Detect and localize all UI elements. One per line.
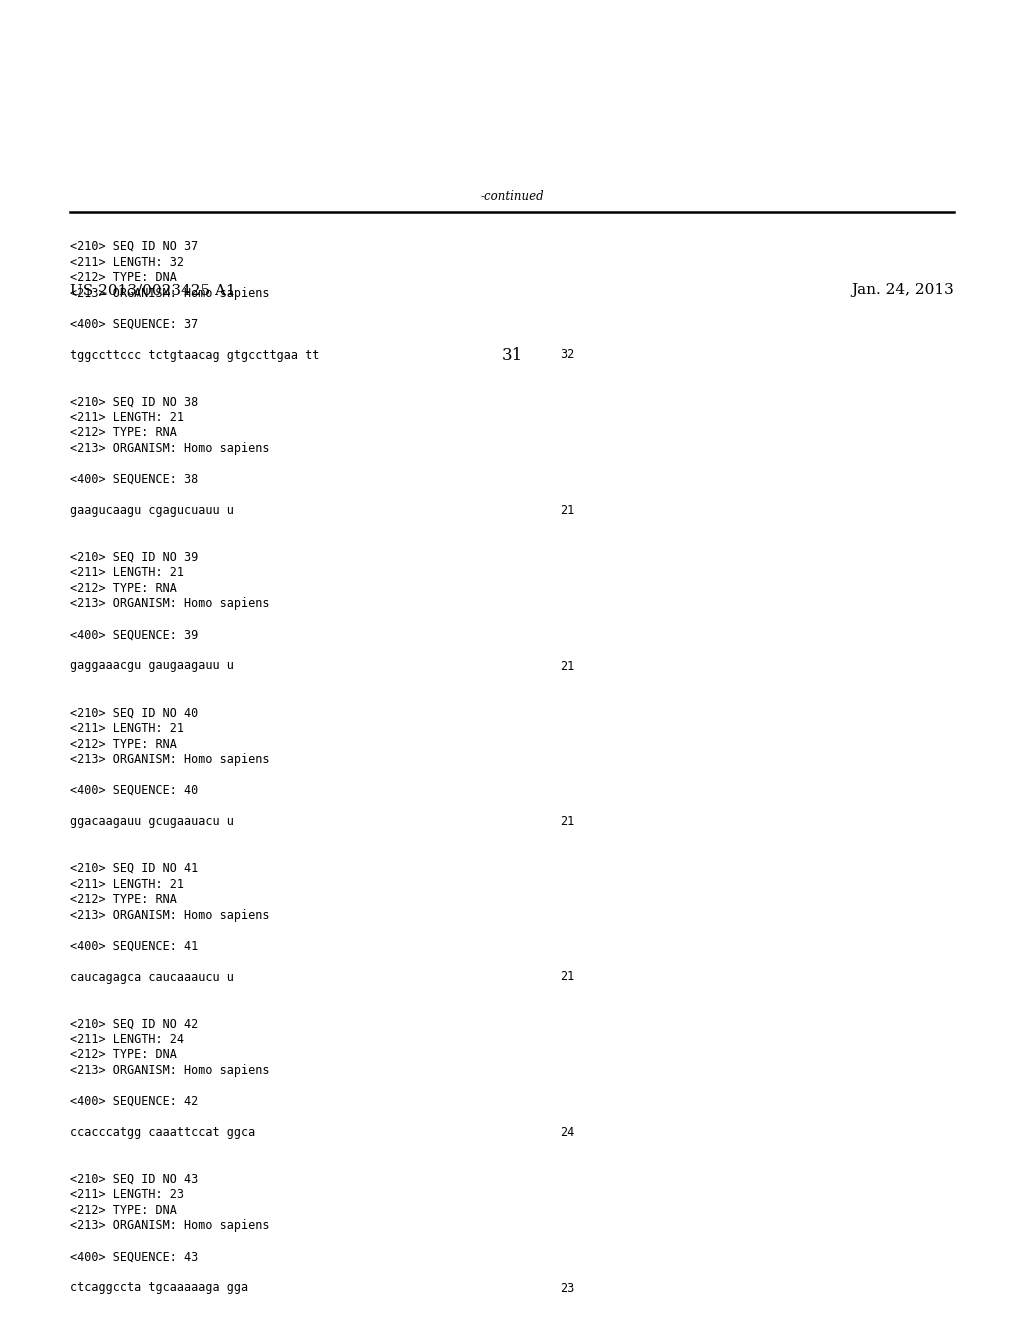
Text: <212> TYPE: RNA: <212> TYPE: RNA	[70, 894, 177, 906]
Text: <210> SEQ ID NO 42: <210> SEQ ID NO 42	[70, 1018, 199, 1031]
Text: 23: 23	[560, 1282, 574, 1295]
Text: <212> TYPE: RNA: <212> TYPE: RNA	[70, 582, 177, 595]
Text: Jan. 24, 2013: Jan. 24, 2013	[851, 282, 954, 297]
Text: <212> TYPE: DNA: <212> TYPE: DNA	[70, 1204, 177, 1217]
Text: <211> LENGTH: 23: <211> LENGTH: 23	[70, 1188, 184, 1201]
Text: <211> LENGTH: 21: <211> LENGTH: 21	[70, 878, 184, 891]
Text: <210> SEQ ID NO 43: <210> SEQ ID NO 43	[70, 1173, 199, 1185]
Text: <213> ORGANISM: Homo sapiens: <213> ORGANISM: Homo sapiens	[70, 598, 269, 610]
Text: 21: 21	[560, 660, 574, 672]
Text: ccacccatgg caaattccat ggca: ccacccatgg caaattccat ggca	[70, 1126, 255, 1139]
Text: <400> SEQUENCE: 40: <400> SEQUENCE: 40	[70, 784, 199, 797]
Text: <211> LENGTH: 21: <211> LENGTH: 21	[70, 566, 184, 579]
Text: <212> TYPE: DNA: <212> TYPE: DNA	[70, 1048, 177, 1061]
Text: -continued: -continued	[480, 190, 544, 203]
Text: <210> SEQ ID NO 37: <210> SEQ ID NO 37	[70, 240, 199, 253]
Text: <210> SEQ ID NO 39: <210> SEQ ID NO 39	[70, 550, 199, 564]
Text: <212> TYPE: RNA: <212> TYPE: RNA	[70, 738, 177, 751]
Text: <400> SEQUENCE: 41: <400> SEQUENCE: 41	[70, 940, 199, 953]
Text: ggacaagauu gcugaauacu u: ggacaagauu gcugaauacu u	[70, 814, 233, 828]
Text: <400> SEQUENCE: 39: <400> SEQUENCE: 39	[70, 628, 199, 642]
Text: <213> ORGANISM: Homo sapiens: <213> ORGANISM: Homo sapiens	[70, 442, 269, 455]
Text: 32: 32	[560, 348, 574, 362]
Text: <213> ORGANISM: Homo sapiens: <213> ORGANISM: Homo sapiens	[70, 752, 269, 766]
Text: 21: 21	[560, 504, 574, 517]
Text: <400> SEQUENCE: 43: <400> SEQUENCE: 43	[70, 1250, 199, 1263]
Text: 21: 21	[560, 814, 574, 828]
Text: <213> ORGANISM: Homo sapiens: <213> ORGANISM: Homo sapiens	[70, 1220, 269, 1233]
Text: <211> LENGTH: 21: <211> LENGTH: 21	[70, 411, 184, 424]
Text: <400> SEQUENCE: 37: <400> SEQUENCE: 37	[70, 318, 199, 330]
Text: <210> SEQ ID NO 41: <210> SEQ ID NO 41	[70, 862, 199, 875]
Text: <210> SEQ ID NO 38: <210> SEQ ID NO 38	[70, 396, 199, 408]
Text: <212> TYPE: DNA: <212> TYPE: DNA	[70, 271, 177, 284]
Text: <400> SEQUENCE: 38: <400> SEQUENCE: 38	[70, 473, 199, 486]
Text: ctcaggccta tgcaaaaaga gga: ctcaggccta tgcaaaaaga gga	[70, 1282, 248, 1295]
Text: 21: 21	[560, 970, 574, 983]
Text: 31: 31	[502, 346, 522, 363]
Text: <213> ORGANISM: Homo sapiens: <213> ORGANISM: Homo sapiens	[70, 1064, 269, 1077]
Text: <211> LENGTH: 21: <211> LENGTH: 21	[70, 722, 184, 735]
Text: <210> SEQ ID NO 40: <210> SEQ ID NO 40	[70, 706, 199, 719]
Text: tggccttccc tctgtaacag gtgccttgaa tt: tggccttccc tctgtaacag gtgccttgaa tt	[70, 348, 319, 362]
Text: <211> LENGTH: 24: <211> LENGTH: 24	[70, 1034, 184, 1045]
Text: US 2013/0023425 A1: US 2013/0023425 A1	[70, 282, 236, 297]
Text: caucagagca caucaaaucu u: caucagagca caucaaaucu u	[70, 970, 233, 983]
Text: <213> ORGANISM: Homo sapiens: <213> ORGANISM: Homo sapiens	[70, 286, 269, 300]
Text: 24: 24	[560, 1126, 574, 1139]
Text: gaggaaacgu gaugaagauu u: gaggaaacgu gaugaagauu u	[70, 660, 233, 672]
Text: <212> TYPE: RNA: <212> TYPE: RNA	[70, 426, 177, 440]
Text: gaagucaagu cgagucuauu u: gaagucaagu cgagucuauu u	[70, 504, 233, 517]
Text: <211> LENGTH: 32: <211> LENGTH: 32	[70, 256, 184, 268]
Text: <213> ORGANISM: Homo sapiens: <213> ORGANISM: Homo sapiens	[70, 908, 269, 921]
Text: <400> SEQUENCE: 42: <400> SEQUENCE: 42	[70, 1096, 199, 1107]
